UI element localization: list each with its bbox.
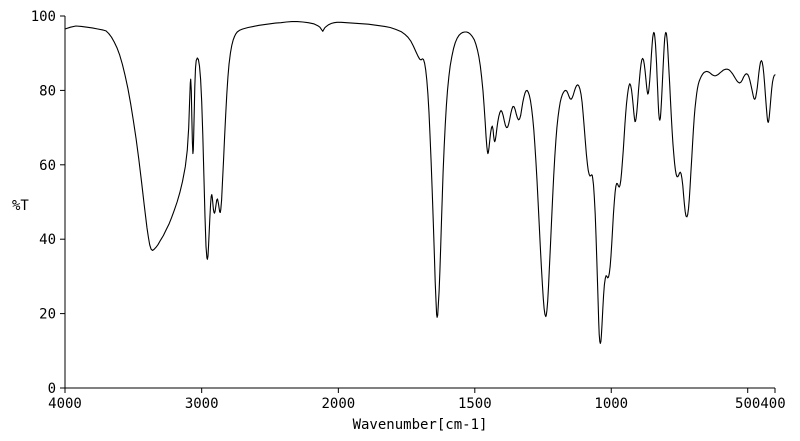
y-tick-label: 80 <box>39 83 56 99</box>
y-tick-label: 100 <box>31 9 56 25</box>
axis-ticks <box>60 15 776 393</box>
y-tick-label: 0 <box>48 381 56 397</box>
x-tick-label: 1000 <box>594 396 628 412</box>
y-tick-label: 20 <box>39 307 56 323</box>
x-tick-label: 2000 <box>321 396 355 412</box>
plot-axes <box>64 16 775 389</box>
x-tick-label: 1500 <box>458 396 492 412</box>
x-axis-label: Wavenumber[cm-1] <box>353 417 488 433</box>
y-axis-label: %T <box>12 198 29 214</box>
spectrum-trace <box>64 21 776 344</box>
y-tick-label: 60 <box>39 158 56 174</box>
y-tick-label: 40 <box>39 232 56 248</box>
x-tick-label: 3000 <box>185 396 219 412</box>
x-tick-label: 400 <box>760 396 785 412</box>
x-tick-label: 500 <box>735 396 760 412</box>
x-tick-label: 4000 <box>48 396 82 412</box>
